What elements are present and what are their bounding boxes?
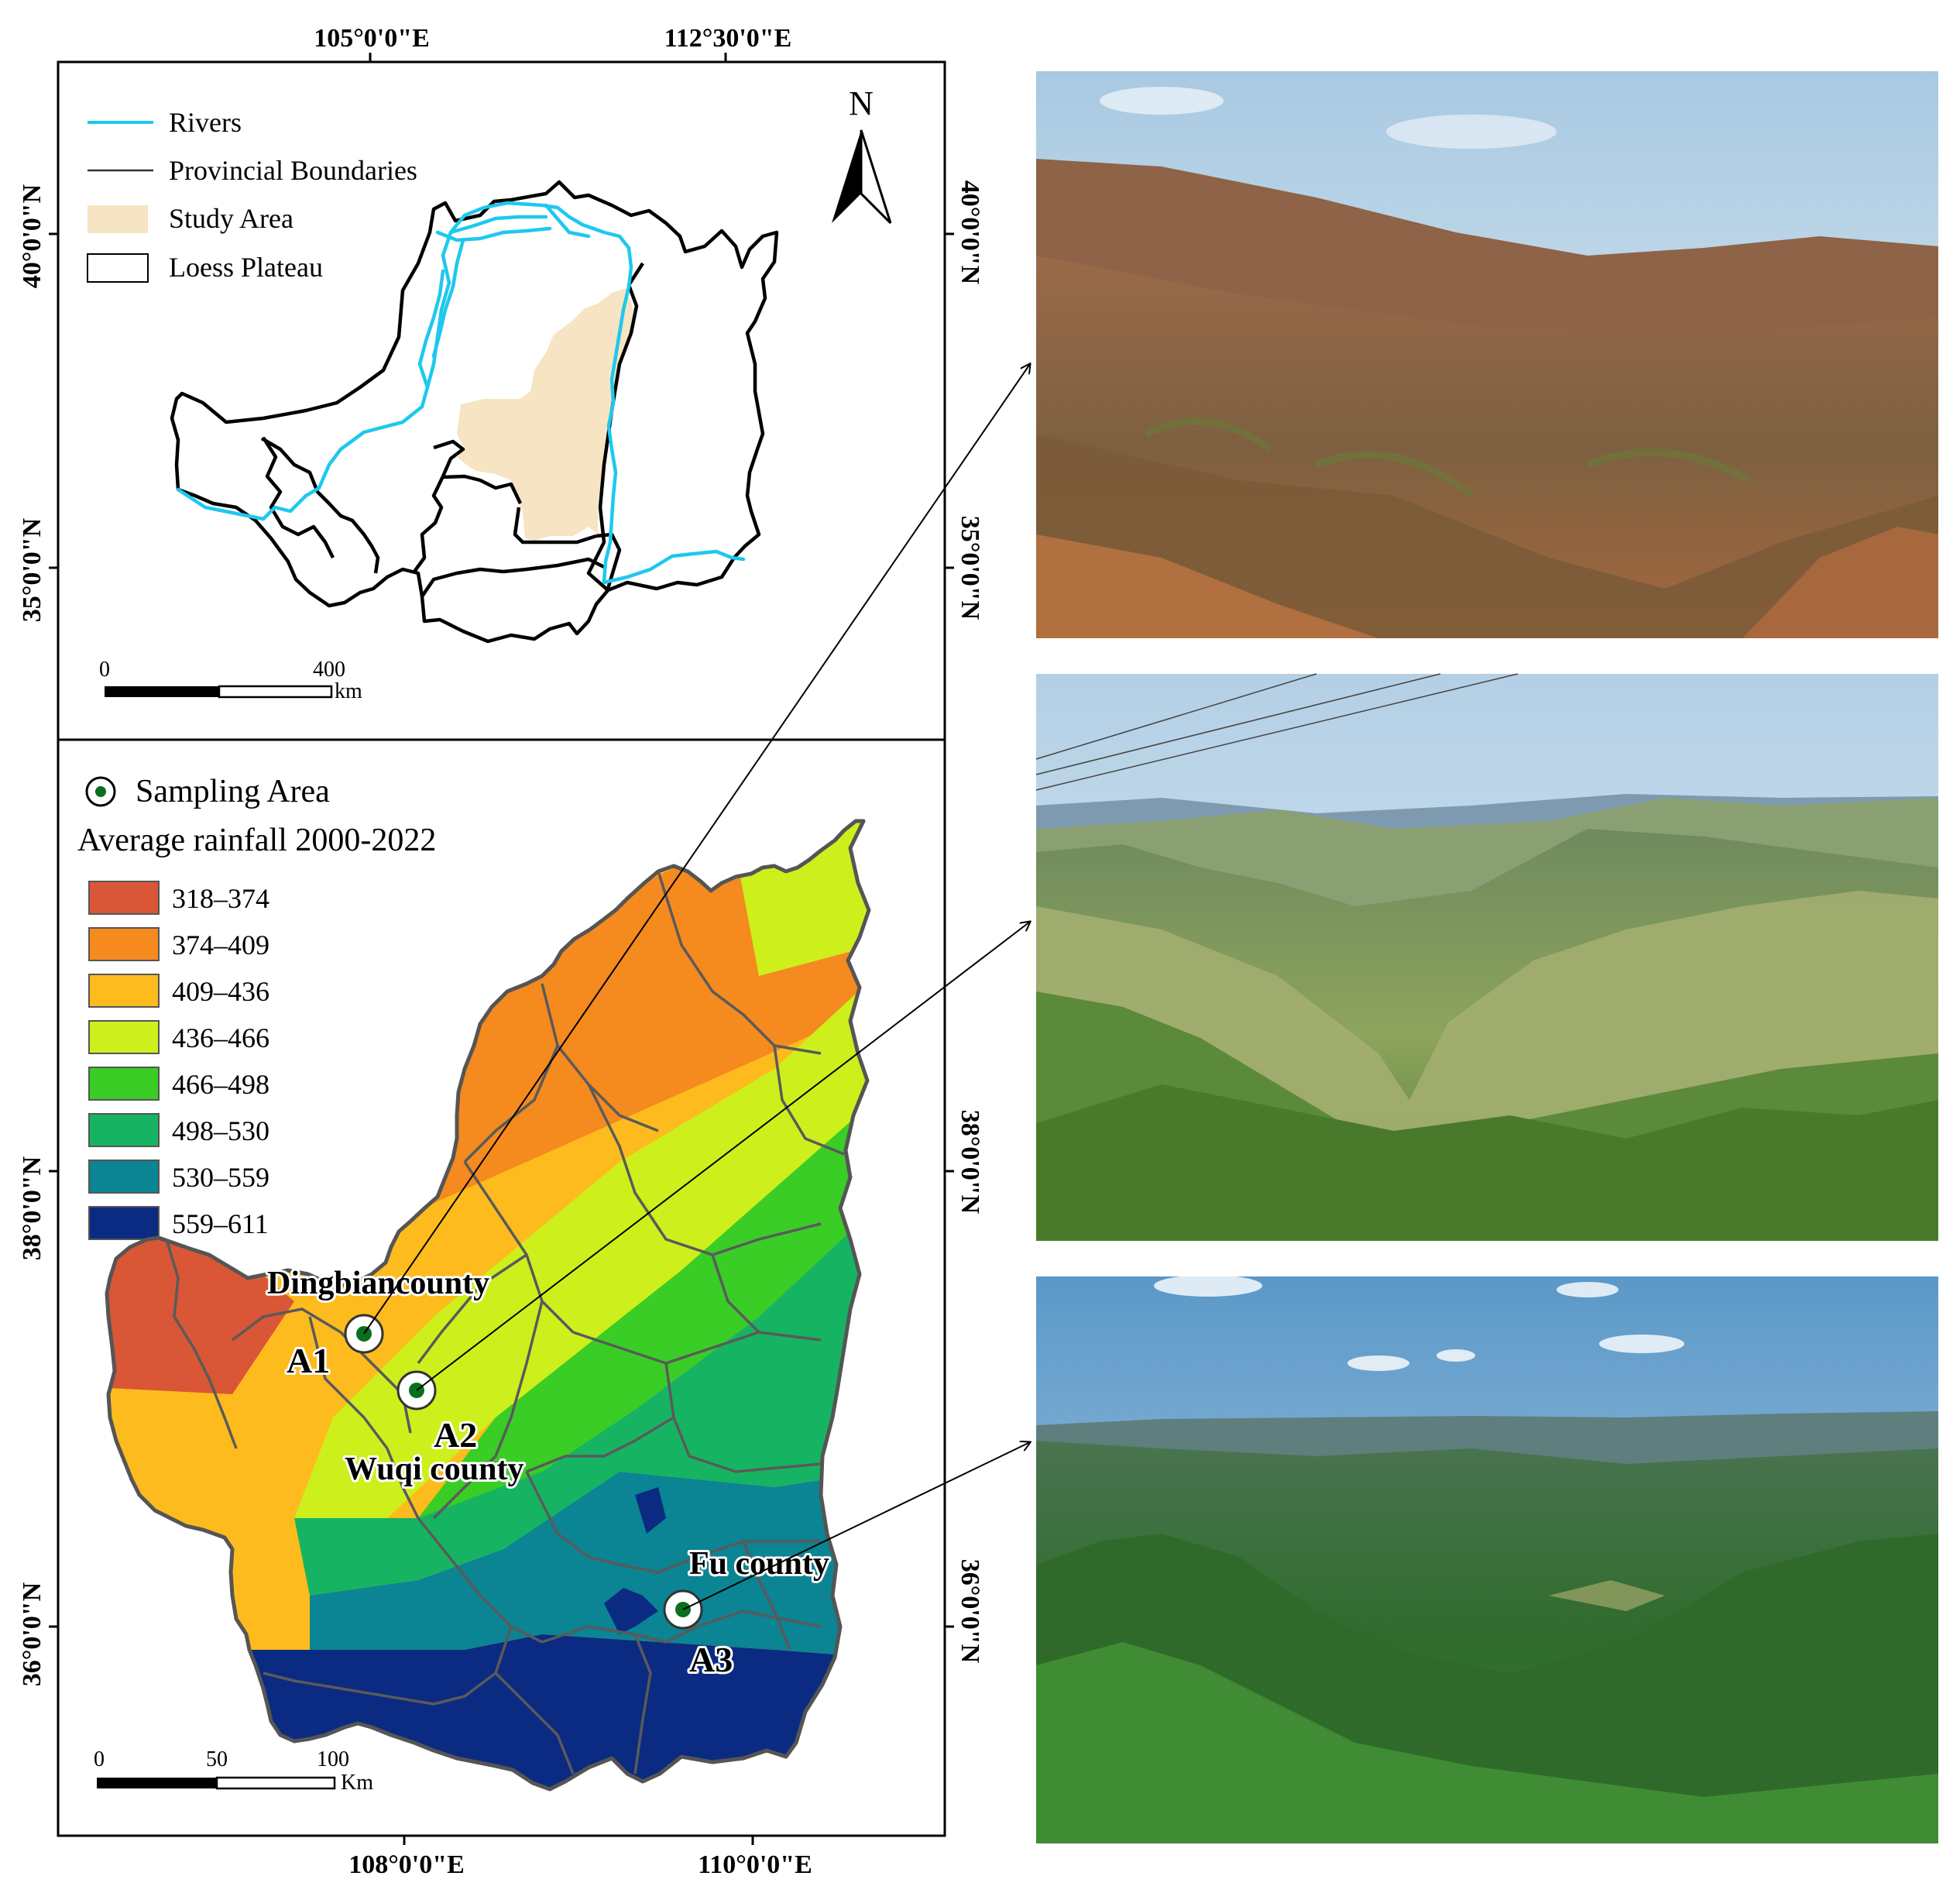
top-axis-label-2: 112°30'0"E	[664, 24, 792, 53]
legend-loess-plateau-swatch	[87, 253, 149, 283]
overview-legend: Rivers Provincial Boundaries Study Area …	[87, 107, 417, 283]
county-boundaries	[165, 871, 845, 1775]
overview-map-panel: 105°0'0"E 112°30'0"E 40°0'0"N 35°0'0"N 4…	[18, 24, 984, 741]
sampling-area-label: Sampling Area	[136, 774, 330, 809]
rivers	[176, 201, 746, 585]
rainfall-class-label-4: 436–466	[172, 1022, 269, 1053]
study-area-fill	[457, 288, 633, 541]
top-right-axis-label-2: 35°0'0"N	[956, 516, 984, 620]
site-a1-code-label: A1	[287, 1341, 330, 1380]
legend-boundaries-label: Provincial Boundaries	[169, 155, 417, 186]
bottom-left-axis-label-2: 36°0'0"N	[18, 1582, 46, 1686]
overview-scale-start: 0	[99, 658, 110, 682]
rainfall-scale-bar: 0 50 100 Km	[94, 1747, 373, 1795]
connector-arrows	[363, 364, 1030, 1610]
legend-rivers-label: Rivers	[169, 107, 242, 138]
rainfall-class-list: 318–374 374–409 409–436 436–466 466–498 498–5…	[88, 881, 269, 1240]
rainfall-class-label-7: 530–559	[172, 1162, 269, 1193]
bottom-axis-label-1: 108°0'0"E	[348, 1850, 465, 1879]
north-arrow: N	[832, 84, 892, 225]
bottom-axis-label-2: 110°0'0"E	[698, 1850, 812, 1879]
rainfall-swatch-8	[88, 1206, 160, 1240]
study-area-outline	[105, 819, 871, 1792]
bottom-right-axis-label-2: 36°0'0"N	[956, 1559, 984, 1664]
rainfall-swatch-4	[88, 1020, 160, 1054]
rainfall-swatch-3	[88, 974, 160, 1008]
rainfall-swatch-1	[88, 881, 160, 915]
site-a1-county-label: Dingbiancounty	[267, 1266, 489, 1301]
rainfall-scale-unit: Km	[341, 1771, 373, 1795]
rainfall-legend: Sampling Area Average rainfall 2000-2022…	[77, 774, 436, 1240]
arrow-a2-to-photo-2	[416, 922, 1030, 1391]
overview-scale-end: 400	[313, 658, 345, 682]
rainfall-title: Average rainfall 2000-2022	[77, 823, 436, 858]
top-left-axis-label-2: 35°0'0"N	[18, 517, 46, 622]
rainfall-swatch-2	[88, 927, 160, 961]
site-a3-county-label: Fu county	[689, 1546, 829, 1582]
rainfall-class-label-2: 374–409	[172, 929, 269, 960]
rainfall-map-panel: 38°0'0"N 36°0'0"N 38°0'0"N 36°0'0"N 108°…	[18, 738, 984, 1879]
site-a3-code-label: A3	[689, 1640, 733, 1679]
overview-scale-bar: 0 400 km	[99, 658, 362, 703]
legend-study-area-swatch	[88, 205, 148, 233]
rainfall-class-label-6: 498–530	[172, 1115, 269, 1146]
photo-1	[1036, 71, 1938, 638]
rainfall-swatch-5	[88, 1067, 160, 1101]
sampling-area-icon-dot	[95, 786, 106, 797]
rainfall-scale-tick-0: 0	[94, 1747, 105, 1771]
rainfall-class-label-3: 409–436	[172, 976, 269, 1007]
bottom-right-axis-label-1: 38°0'0"N	[956, 1110, 984, 1215]
legend-loess-plateau-label: Loess Plateau	[169, 252, 323, 283]
rainfall-swatch-7	[88, 1160, 160, 1194]
photo-3	[1036, 1275, 1938, 1843]
overview-scale-unit: km	[335, 679, 362, 703]
arrow-a3-to-photo-3	[682, 1442, 1030, 1610]
rainfall-scale-tick-50: 50	[206, 1747, 228, 1771]
top-left-axis-label-1: 40°0'0"N	[18, 184, 46, 288]
site-a2-county-label: Wuqi county	[345, 1452, 523, 1487]
rainfall-class-label-5: 466–498	[172, 1069, 269, 1100]
top-axis-label-1: 105°0'0"E	[314, 24, 430, 53]
north-arrow-letter: N	[849, 84, 874, 122]
arrow-a1-to-photo-1	[363, 364, 1030, 1335]
top-right-axis-label-1: 40°0'0"N	[956, 180, 984, 285]
photo-2	[1035, 673, 1938, 1241]
rainfall-scale-tick-100: 100	[317, 1747, 349, 1771]
rainfall-class-label-1: 318–374	[172, 883, 269, 914]
site-a2-code-label: A2	[434, 1415, 477, 1455]
rainfall-class-label-8: 559–611	[172, 1208, 269, 1239]
bottom-left-axis-label-1: 38°0'0"N	[18, 1156, 46, 1260]
legend-study-area-label: Study Area	[169, 203, 293, 234]
rainfall-swatch-6	[88, 1113, 160, 1147]
